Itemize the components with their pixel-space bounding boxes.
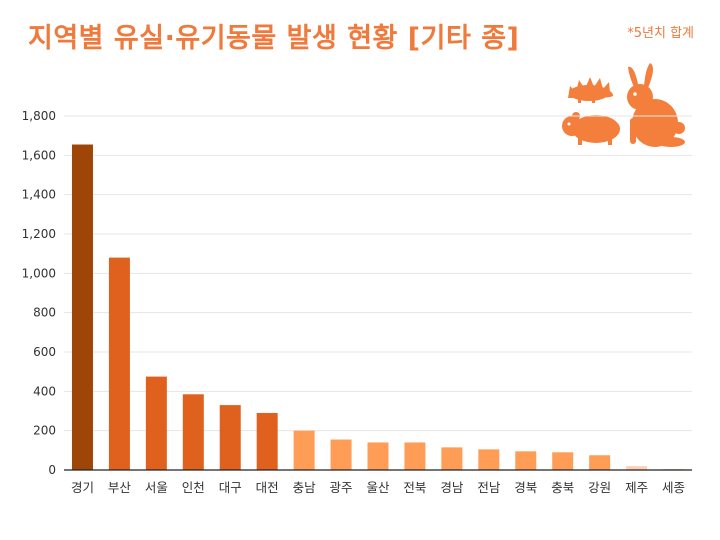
x-tick-label: 인천 — [182, 480, 205, 495]
y-tick-label: 800 — [33, 306, 56, 320]
bar — [626, 466, 648, 470]
x-tick-label: 강원 — [588, 480, 611, 495]
bar — [404, 442, 426, 470]
rabbit-icon — [627, 63, 685, 147]
hedgehog-icon — [568, 77, 613, 103]
x-tick-label: 대전 — [256, 480, 279, 495]
x-tick-label: 경북 — [514, 480, 537, 495]
y-tick-label: 200 — [33, 424, 56, 438]
y-tick-label: 1,000 — [22, 266, 56, 280]
x-tick-label: 충북 — [551, 480, 574, 495]
bar — [330, 439, 352, 470]
bar — [552, 452, 574, 470]
bar — [478, 449, 500, 470]
x-tick-label: 전남 — [477, 480, 501, 495]
bar — [71, 144, 93, 470]
animal-illustration — [562, 63, 685, 147]
x-tick-label: 부산 — [108, 480, 132, 495]
bar — [515, 451, 537, 470]
x-tick-label: 서울 — [145, 480, 168, 495]
bar — [182, 394, 204, 470]
y-tick-label: 600 — [33, 345, 56, 359]
bar — [219, 405, 241, 470]
x-tick-label: 대구 — [219, 480, 242, 495]
x-tick-label: 제주 — [625, 480, 648, 495]
x-tick-label: 경기 — [71, 480, 94, 495]
x-tick-label: 전북 — [403, 480, 426, 495]
x-tick-label: 충남 — [293, 480, 317, 495]
bar — [441, 447, 463, 470]
page-title: 지역별 유실·유기동물 발생 현황 [기타 종] — [28, 23, 520, 54]
x-tick-label: 광주 — [330, 480, 353, 495]
y-tick-label: 1,600 — [22, 148, 56, 162]
y-tick-label: 1,200 — [22, 227, 56, 241]
bar — [145, 376, 167, 470]
bar — [367, 442, 389, 470]
y-tick-label: 1,800 — [22, 109, 56, 123]
bar — [293, 430, 315, 470]
bar — [256, 412, 278, 470]
bar — [108, 257, 130, 470]
y-tick-label: 400 — [33, 384, 56, 398]
footnote: *5년치 합계 — [627, 26, 694, 41]
y-tick-label: 1,400 — [22, 188, 56, 202]
x-tick-label: 울산 — [366, 480, 390, 495]
y-tick-label: 0 — [48, 463, 56, 477]
x-tick-label: 경남 — [440, 480, 464, 495]
bar — [589, 455, 611, 470]
x-tick-label: 세종 — [662, 480, 685, 495]
